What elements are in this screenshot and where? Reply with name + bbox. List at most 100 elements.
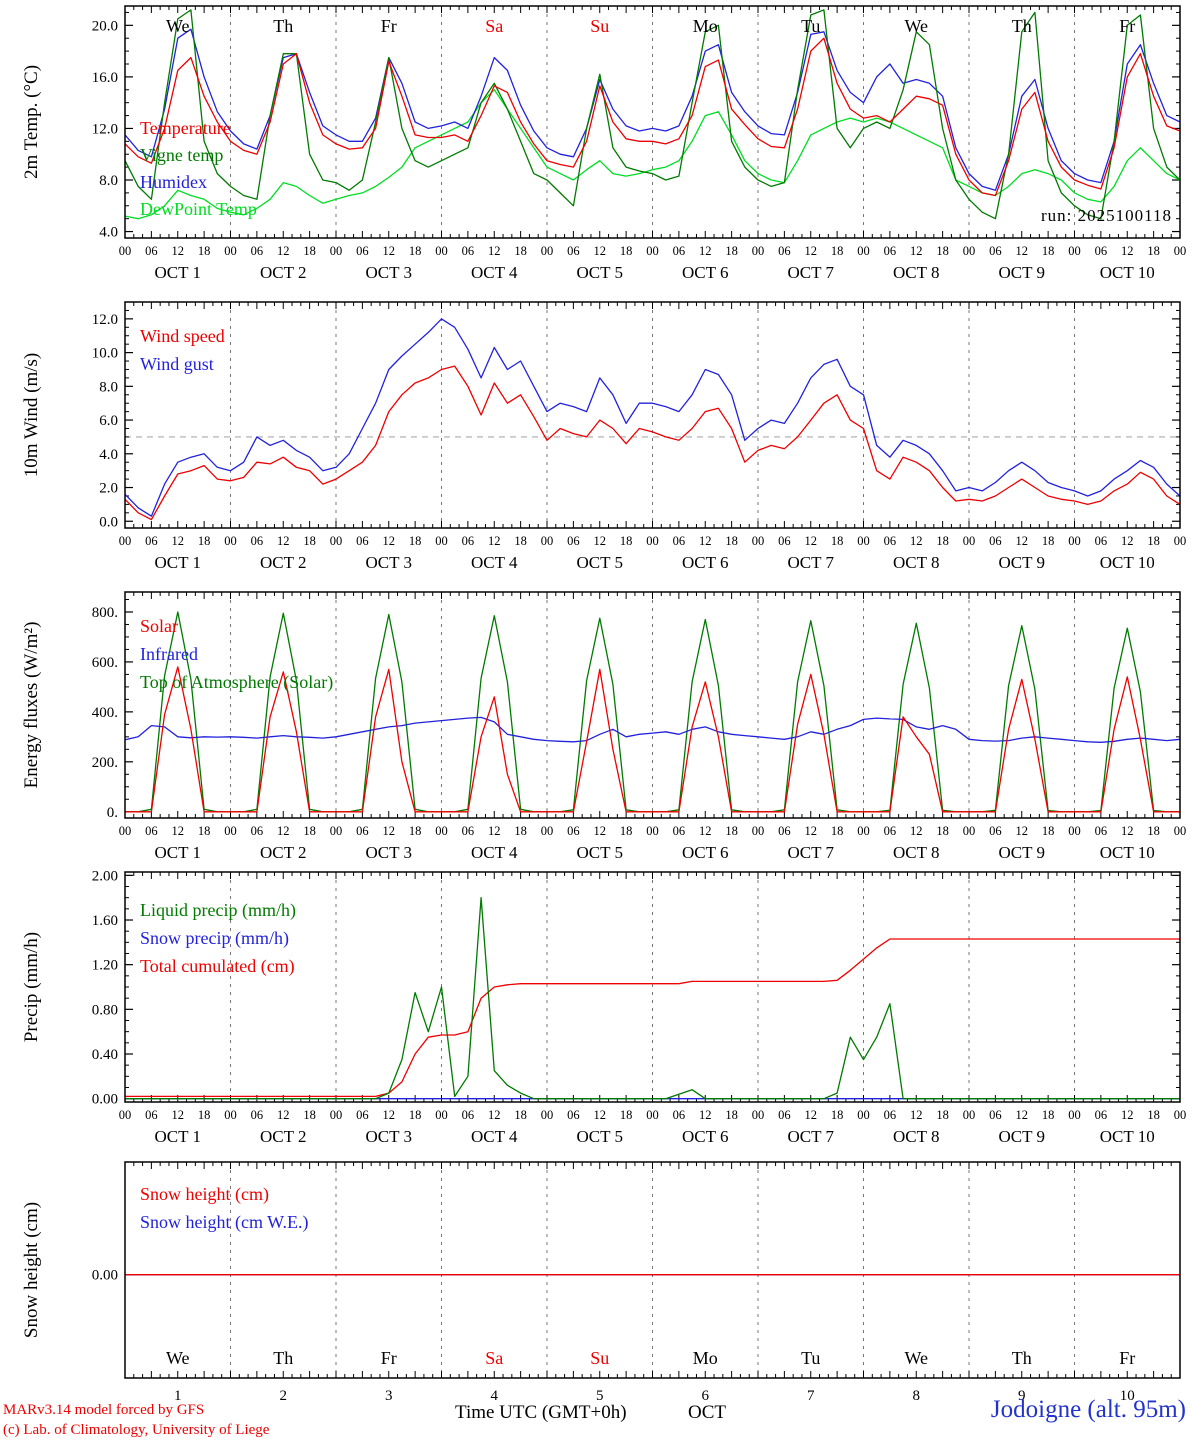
series-vigne-temp-line: [125, 9, 1180, 220]
hour-label: 06: [567, 824, 580, 838]
legend-temperature-3: DewPoint Temp: [140, 199, 257, 219]
date-label: OCT 6: [682, 843, 728, 862]
day-name-top: Th: [273, 16, 293, 36]
date-label: OCT 9: [999, 843, 1045, 862]
hour-label: 00: [224, 534, 237, 548]
hour-label: 06: [884, 534, 897, 548]
hour-label: 00: [541, 534, 554, 548]
hour-label: 18: [620, 824, 633, 838]
date-label: OCT 3: [366, 1127, 412, 1146]
hour-label: 12: [277, 1108, 290, 1122]
hour-label: 18: [831, 824, 844, 838]
hour-label: 00: [1174, 1108, 1187, 1122]
date-label: OCT 4: [471, 843, 518, 862]
day-number: 10: [1120, 1388, 1135, 1404]
hour-label: 00: [963, 824, 976, 838]
hour-label: 18: [620, 1108, 633, 1122]
hour-label: 12: [594, 824, 607, 838]
date-label: OCT 2: [260, 263, 306, 282]
hour-label: 12: [594, 1108, 607, 1122]
y-tick-label: 0.00: [92, 1092, 118, 1108]
day-name-top: Mo: [693, 16, 718, 36]
panel-snow: 0.00 Snow height (cm) Snow height (cm W.E.…: [92, 1161, 1181, 1404]
hour-label: 06: [778, 244, 791, 258]
hour-label: 18: [725, 244, 738, 258]
y-tick-label: 800.: [92, 605, 118, 621]
legend-wind-1: Wind gust: [140, 354, 214, 374]
date-label: OCT 8: [893, 263, 939, 282]
panel-precip: 0.00 0.40 0.80 1.20 1.60 2.00 Liquid precip (m…: [92, 868, 1187, 1146]
panel-border: [124, 591, 1181, 819]
hour-label: 00: [1068, 824, 1081, 838]
hour-label: 12: [910, 1108, 923, 1122]
hour-label: 06: [567, 244, 580, 258]
hour-label: 00: [1174, 534, 1187, 548]
series-infrared-line: [125, 716, 1180, 743]
hour-label: 18: [409, 534, 422, 548]
hour-label: 06: [251, 824, 264, 838]
hour-label: 12: [910, 534, 923, 548]
day-name-top: Fr: [381, 16, 397, 36]
hour-label: 06: [673, 824, 686, 838]
hour-label: 00: [224, 824, 237, 838]
date-label: OCT 1: [155, 843, 201, 862]
hour-label: 12: [594, 244, 607, 258]
date-label: OCT 7: [788, 263, 835, 282]
date-label: OCT 10: [1100, 263, 1155, 282]
hour-label: 00: [541, 824, 554, 838]
hour-label: 00: [1068, 244, 1081, 258]
panel-wind: 0.0 2.0 4.0 6.0 8.0 10.0 12.0 Wind speed Wind gu…: [92, 301, 1187, 572]
hour-label: 12: [1121, 244, 1134, 258]
hour-label: 00: [646, 824, 659, 838]
hour-label: 12: [1121, 824, 1134, 838]
run-label: run: 2025100118: [1040, 206, 1172, 225]
day-name-bottom: Fr: [1119, 1348, 1135, 1368]
y-axis-label-precip: Precip (mm/h): [21, 931, 42, 1043]
y-tick-label: 16.0: [92, 70, 118, 86]
hour-label: 00: [435, 244, 448, 258]
legend-precip-1: Snow precip (mm/h): [140, 928, 289, 949]
day-name-top: Th: [1012, 16, 1032, 36]
hour-label: 12: [699, 1108, 712, 1122]
y-tick-label: 20.0: [92, 18, 118, 34]
hour-label: 00: [435, 1108, 448, 1122]
hour-label: 18: [303, 534, 316, 548]
day-name-bottom: We: [166, 1348, 190, 1368]
hour-label: 06: [989, 824, 1002, 838]
date-label: OCT 7: [788, 553, 835, 572]
date-label: OCT 4: [471, 553, 518, 572]
date-label: OCT 4: [471, 263, 518, 282]
date-label: OCT 3: [366, 263, 412, 282]
hour-label: 00: [330, 1108, 343, 1122]
hour-label: 06: [989, 244, 1002, 258]
y-tick-label: 0.00: [92, 1268, 118, 1284]
legend-temperature-0: Temperature: [140, 118, 231, 138]
day-name-top: Tu: [801, 16, 820, 36]
hour-label: 12: [488, 1108, 501, 1122]
date-label: OCT 9: [999, 553, 1045, 572]
hour-label: 12: [277, 244, 290, 258]
y-tick-label: 6.0: [99, 413, 118, 429]
day-name-bottom: Su: [590, 1348, 609, 1368]
y-tick-label: 0.80: [92, 1002, 118, 1018]
hour-label: 06: [673, 1108, 686, 1122]
hour-label: 18: [936, 824, 949, 838]
hour-label: 00: [330, 244, 343, 258]
hour-label: 06: [145, 1108, 158, 1122]
hour-label: 00: [857, 534, 870, 548]
series-wind-gust-line: [125, 318, 1180, 517]
hour-label: 18: [1042, 244, 1055, 258]
day-number: 6: [702, 1388, 710, 1404]
day-name-top: We: [166, 16, 190, 36]
hour-label: 06: [884, 1108, 897, 1122]
hour-label: 06: [1095, 534, 1108, 548]
hour-label: 00: [646, 244, 659, 258]
hour-label: 12: [488, 244, 501, 258]
hour-label: 00: [752, 824, 765, 838]
y-tick-label: 12.0: [92, 121, 118, 137]
hour-label: 12: [172, 244, 185, 258]
hour-label: 18: [936, 534, 949, 548]
hour-label: 06: [251, 1108, 264, 1122]
hour-label: 00: [435, 534, 448, 548]
series-dewpoint-temp-line: [125, 89, 1180, 220]
